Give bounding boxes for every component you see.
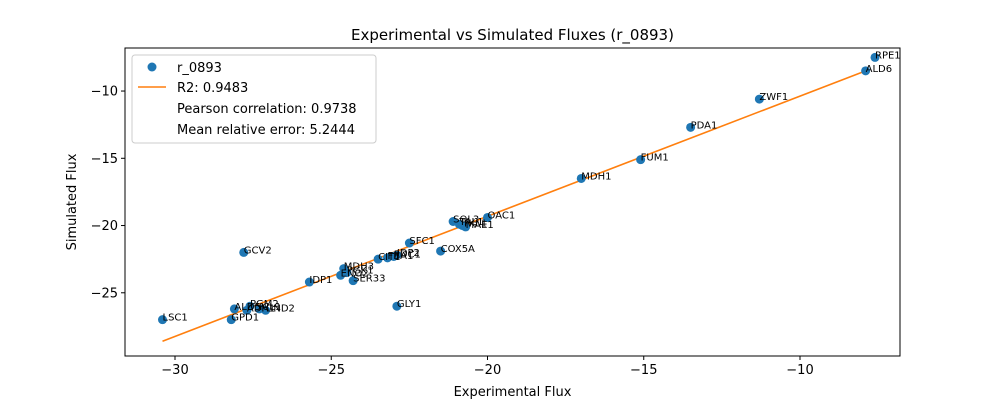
data-point <box>636 155 646 165</box>
plot-area: −30 −25 −20 −15 −10 −25 −20 −15 −10 RPE1 ALD6 ZWF… <box>91 47 901 378</box>
point-label: OAC1 <box>488 210 516 221</box>
legend-box <box>131 54 377 144</box>
data-point <box>383 253 392 263</box>
point-label: MDH3 <box>344 262 374 273</box>
point-label: RPE1 <box>875 50 901 61</box>
y-tick-label: −15 <box>91 152 118 167</box>
legend-entry: R2: 0.9483 <box>177 81 248 96</box>
point-label: SFC1 <box>409 236 434 247</box>
data-point <box>576 173 586 183</box>
data-point <box>226 315 236 325</box>
point-label: CIT1 <box>378 252 400 263</box>
point-label: GCV2 <box>244 245 272 256</box>
data-point <box>336 270 346 280</box>
point-label: FUM1 <box>641 153 669 164</box>
point-label: SOL3 <box>453 215 479 226</box>
x-tick-label: −30 <box>161 363 188 378</box>
point-label: PDA1 <box>691 120 718 131</box>
legend-entry: Mean relative error: 5.2444 <box>177 123 355 138</box>
data-point <box>304 277 314 287</box>
point-label: ALD5 <box>234 302 260 313</box>
point-label: TKL1 <box>462 219 488 230</box>
legend: r_0893 R2: 0.9483 Pearson correlation: 0.9… <box>131 54 377 144</box>
legend-marker <box>147 62 157 72</box>
y-tick-label: −20 <box>91 219 118 234</box>
point-label: PGK1 <box>347 266 374 277</box>
point-label: MAE1 <box>466 220 494 231</box>
data-point <box>158 315 167 325</box>
data-point <box>754 94 764 104</box>
point-label: ICL1 <box>259 302 281 313</box>
data-point <box>261 305 271 315</box>
legend-entry: Pearson correlation: 0.9738 <box>177 102 357 117</box>
x-tick-label: −20 <box>474 363 501 378</box>
point-label: PGM2 <box>250 299 279 310</box>
data-point <box>242 305 252 315</box>
point-label: GND2 <box>266 303 295 314</box>
points-layer <box>158 52 880 325</box>
x-tick-label: −25 <box>318 363 345 378</box>
y-axis-label: Simulated Flux <box>65 153 80 250</box>
point-label: ENO2 <box>341 268 369 279</box>
x-axis-ticks: −30 −25 −20 −15 −10 <box>161 356 814 378</box>
data-point <box>436 246 446 256</box>
data-point <box>870 52 880 62</box>
plot-frame <box>124 47 901 357</box>
data-point <box>861 66 871 76</box>
chart-title: Experimental vs Simulated Fluxes (r_0893… <box>351 26 674 45</box>
x-tick-label: −15 <box>630 363 657 378</box>
data-point <box>348 276 358 286</box>
data-point <box>239 247 249 257</box>
data-point <box>686 122 696 132</box>
data-point <box>461 222 471 232</box>
data-point <box>392 301 402 311</box>
legend-entry: r_0893 <box>177 61 222 76</box>
point-label: ZWF1 <box>759 92 788 103</box>
point-label: ALD6 <box>866 64 892 75</box>
data-point <box>229 304 239 314</box>
data-point <box>483 212 492 222</box>
point-label: GPD1 <box>231 313 259 324</box>
data-point <box>404 238 414 248</box>
point-label: COX5A <box>441 244 475 255</box>
y-tick-label: −25 <box>91 286 118 301</box>
point-label: SER33 <box>353 274 385 285</box>
point-label: IDP1 <box>309 275 332 286</box>
point-label: MDH1 <box>581 171 611 182</box>
point-labels-layer: RPE1 ALD6 ZWF1 PDA1 FUM1 MDH1 OAC1 SOL3TAL1TKL1… <box>163 50 901 323</box>
point-label: FBA1 <box>388 251 414 262</box>
point-label: PDC1 <box>394 249 421 260</box>
y-axis-ticks: −25 −20 −15 −10 <box>91 85 125 301</box>
fit-line-layer <box>162 70 866 342</box>
point-label: IDP2 <box>397 248 420 259</box>
point-label: GLY1 <box>397 299 421 310</box>
x-tick-label: −10 <box>786 363 813 378</box>
x-axis-label: Experimental Flux <box>454 385 572 400</box>
point-label: TAL1 <box>458 217 483 228</box>
data-point <box>373 254 383 264</box>
point-label: ADH1 <box>247 303 275 314</box>
point-label: LSC1 <box>163 313 188 324</box>
fit-line <box>162 70 866 342</box>
y-tick-label: −10 <box>91 85 118 100</box>
